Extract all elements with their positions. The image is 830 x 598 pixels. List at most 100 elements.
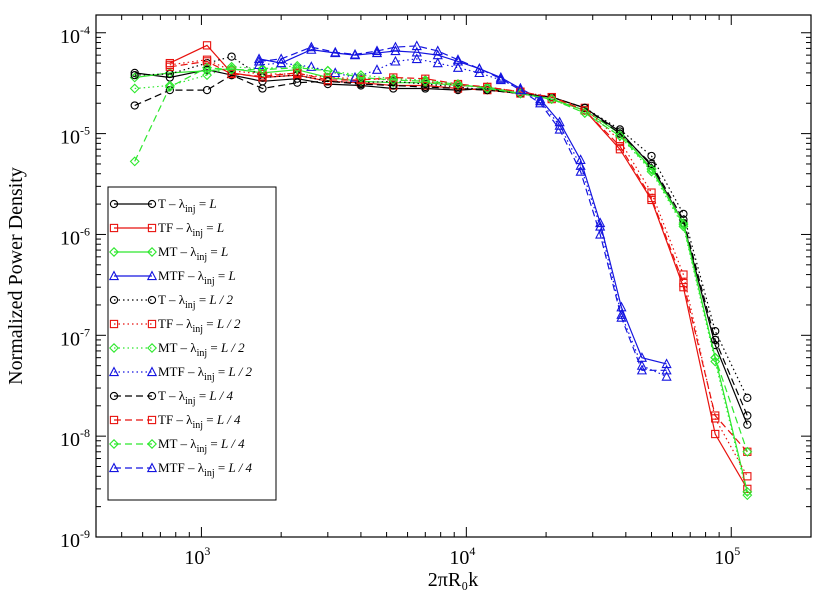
data-point bbox=[743, 472, 752, 481]
data-point bbox=[164, 81, 175, 92]
data-point bbox=[421, 82, 430, 92]
data-point bbox=[129, 156, 140, 167]
legend-entry: MT – λinj = L bbox=[109, 244, 228, 263]
legend-entry: T – λinj = L / 2 bbox=[109, 292, 234, 311]
legend-marker bbox=[146, 270, 158, 281]
data-point bbox=[495, 73, 506, 83]
data-point bbox=[202, 70, 213, 81]
series-line bbox=[134, 65, 748, 496]
data-point bbox=[411, 40, 422, 51]
data-point bbox=[453, 84, 463, 93]
series-line bbox=[258, 58, 667, 378]
legend-box bbox=[107, 186, 277, 501]
data-point bbox=[595, 228, 606, 239]
data-point bbox=[258, 72, 267, 81]
data-point bbox=[306, 44, 317, 54]
data-point bbox=[293, 78, 302, 87]
data-point bbox=[614, 130, 625, 141]
legend-marker bbox=[146, 366, 158, 377]
legend-marker bbox=[108, 462, 120, 473]
data-point bbox=[129, 83, 140, 94]
data-point bbox=[389, 81, 398, 90]
data-point bbox=[515, 84, 526, 95]
data-point bbox=[647, 151, 656, 161]
series-11 bbox=[253, 40, 672, 375]
legend-marker bbox=[109, 199, 119, 209]
y-tick-label: 10-6 bbox=[60, 224, 90, 249]
data-point bbox=[258, 84, 267, 93]
data-point bbox=[742, 490, 753, 501]
legend-marker bbox=[147, 391, 157, 401]
data-point bbox=[579, 108, 590, 118]
data-point bbox=[711, 429, 720, 439]
x-axis-title: 2πR₀k bbox=[428, 569, 478, 591]
series-7 bbox=[253, 53, 672, 381]
legend-marker bbox=[108, 270, 120, 281]
data-point bbox=[389, 73, 398, 82]
data-point bbox=[482, 81, 493, 92]
data-point bbox=[711, 326, 720, 336]
legend-label: TF – λinj = L / 2 bbox=[158, 316, 241, 335]
data-point bbox=[452, 54, 464, 64]
data-point bbox=[421, 74, 430, 83]
data-point bbox=[646, 163, 657, 174]
legend: T – λinj = L TF – λinj = L MT – λinj = L MT… bbox=[107, 186, 277, 501]
data-point bbox=[253, 55, 265, 66]
x-tick-label: 103 bbox=[184, 544, 210, 569]
data-point bbox=[547, 92, 556, 102]
data-point bbox=[554, 123, 565, 134]
series-3 bbox=[253, 44, 672, 369]
data-point bbox=[615, 142, 625, 151]
legend-label: T – λinj = L / 4 bbox=[158, 388, 234, 407]
data-point bbox=[661, 358, 672, 369]
legend-marker bbox=[108, 366, 120, 377]
legend-marker bbox=[146, 462, 158, 473]
data-point bbox=[322, 65, 333, 76]
series-line bbox=[134, 74, 748, 416]
legend-entry: MT – λinj = L / 2 bbox=[109, 340, 245, 359]
legend-label: MT – λinj = L bbox=[158, 244, 228, 263]
data-point bbox=[202, 62, 213, 73]
legend-marker bbox=[147, 223, 157, 233]
legend-label: MTF – λinj = L bbox=[158, 268, 236, 287]
data-point bbox=[390, 55, 401, 66]
data-point bbox=[130, 101, 139, 110]
data-point bbox=[227, 52, 236, 61]
data-point bbox=[710, 356, 721, 367]
data-point bbox=[535, 95, 546, 106]
data-point bbox=[483, 82, 492, 92]
y-tick-label: 10-4 bbox=[60, 23, 90, 48]
data-point bbox=[452, 62, 464, 72]
legend-entry: MTF – λinj = L / 4 bbox=[108, 460, 253, 479]
data-point bbox=[226, 64, 237, 75]
data-point bbox=[420, 76, 431, 87]
data-point bbox=[411, 53, 422, 64]
data-point bbox=[202, 57, 212, 66]
data-point bbox=[743, 411, 752, 420]
legend-marker bbox=[147, 343, 157, 353]
data-point bbox=[647, 188, 656, 197]
data-point bbox=[202, 41, 212, 50]
data-point bbox=[646, 164, 657, 175]
data-point bbox=[226, 61, 237, 72]
data-point bbox=[293, 68, 302, 78]
data-point bbox=[355, 72, 366, 83]
data-point bbox=[129, 72, 140, 83]
data-point bbox=[253, 53, 265, 64]
data-point bbox=[679, 283, 688, 292]
series-10 bbox=[129, 62, 753, 457]
data-point bbox=[355, 70, 366, 81]
legend-marker bbox=[109, 295, 119, 305]
legend-entry: TF – λinj = L bbox=[109, 220, 224, 239]
legend-marker bbox=[147, 295, 157, 305]
legend-entry: TF – λinj = L / 2 bbox=[109, 316, 241, 335]
data-point bbox=[474, 63, 485, 73]
legend-marker bbox=[147, 415, 157, 425]
data-point bbox=[257, 64, 268, 75]
data-point bbox=[661, 364, 672, 375]
data-point bbox=[743, 420, 752, 429]
legend-marker bbox=[147, 319, 157, 329]
data-point bbox=[390, 41, 401, 52]
data-point bbox=[495, 71, 506, 82]
data-point bbox=[276, 53, 287, 64]
